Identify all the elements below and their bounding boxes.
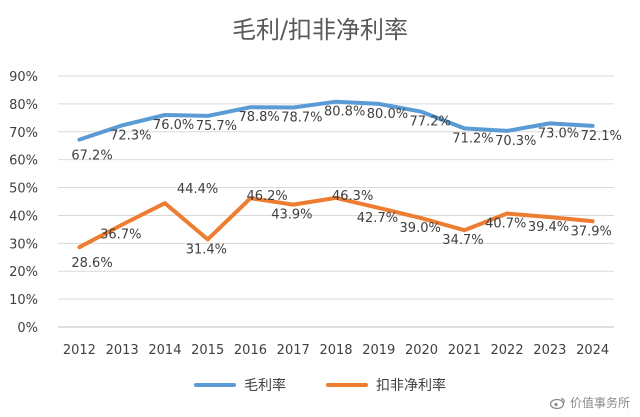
gridlines: [58, 75, 614, 328]
data-label: 80.0%: [367, 107, 408, 122]
x-axis-ticks: 2012 2013 2014 2015 2016 2017 2018 2019 2020 2021…: [63, 343, 609, 358]
data-label: 34.7%: [442, 233, 483, 248]
x-tick-label: 2016: [234, 343, 267, 358]
chart-title: 毛利/扣非净利率: [231, 16, 409, 44]
data-label: 72.1%: [581, 129, 622, 144]
y-axis-ticks: 0% 10% 20% 30% 40% 50% 60% 70% 80% 90%: [9, 70, 38, 336]
y-tick-label: 60%: [9, 154, 38, 169]
data-label: 78.7%: [281, 111, 322, 126]
data-label: 70.3%: [495, 134, 536, 149]
data-label: 80.8%: [324, 105, 365, 120]
data-label: 31.4%: [186, 242, 227, 257]
data-label: 46.3%: [332, 189, 373, 204]
legend-label-gross-margin: 毛利率: [244, 378, 286, 394]
series-lines: [77, 99, 595, 250]
series-line-net-margin: [77, 195, 595, 250]
series-line-gross-margin: [77, 99, 595, 142]
data-label: 39.4%: [528, 220, 569, 235]
data-label: 72.3%: [110, 128, 151, 143]
x-tick-label: 2013: [106, 343, 139, 358]
y-tick-label: 90%: [9, 70, 38, 85]
x-tick-label: 2023: [533, 343, 566, 358]
x-tick-label: 2015: [191, 343, 224, 358]
data-label: 75.7%: [196, 119, 237, 134]
y-tick-label: 80%: [9, 98, 38, 113]
y-tick-label: 0%: [17, 321, 38, 336]
legend-swatch-gross-margin: [194, 383, 236, 387]
y-tick-label: 50%: [9, 182, 38, 197]
x-tick-label: 2014: [148, 343, 181, 358]
data-label: 73.0%: [538, 126, 579, 141]
data-label: 46.2%: [246, 189, 287, 204]
data-label: 77.2%: [410, 115, 451, 130]
data-label: 71.2%: [452, 131, 493, 146]
y-tick-label: 30%: [9, 237, 38, 252]
legend: 毛利率 扣非净利率: [0, 375, 640, 395]
data-label: 37.9%: [571, 224, 612, 239]
data-label: 43.9%: [271, 208, 312, 223]
data-label: 40.7%: [485, 216, 526, 231]
watermark: 价值事务所: [549, 394, 630, 411]
x-tick-label: 2017: [277, 343, 310, 358]
y-tick-label: 70%: [9, 126, 38, 141]
data-label: 78.8%: [238, 110, 279, 125]
data-label: 76.0%: [153, 118, 194, 133]
weibo-logo-icon: [549, 397, 566, 409]
data-label: 28.6%: [71, 256, 112, 271]
x-tick-label: 2022: [491, 343, 524, 358]
x-tick-label: 2018: [319, 343, 352, 358]
y-tick-label: 20%: [9, 265, 38, 280]
legend-label-net-margin: 扣非净利率: [376, 378, 446, 394]
x-tick-label: 2020: [405, 343, 438, 358]
data-label: 39.0%: [400, 221, 441, 236]
data-label: 42.7%: [357, 211, 398, 226]
y-tick-label: 40%: [9, 209, 38, 224]
x-tick-label: 2019: [362, 343, 395, 358]
data-labels: 67.2% 72.3%76.0% 75.7%78.8% 78.7% 80.8% 80.0%…: [71, 105, 622, 272]
legend-item-net-margin: 扣非净利率: [326, 375, 446, 395]
y-tick-label: 10%: [9, 293, 38, 308]
x-tick-label: 2024: [576, 343, 609, 358]
data-label: 44.4%: [177, 182, 218, 197]
watermark-text: 价值事务所: [569, 396, 630, 410]
legend-item-gross-margin: 毛利率: [194, 375, 286, 395]
legend-swatch-net-margin: [326, 383, 368, 387]
data-label: 36.7%: [100, 228, 141, 243]
x-tick-label: 2012: [63, 343, 96, 358]
data-label: 67.2%: [71, 149, 112, 164]
x-tick-label: 2021: [448, 343, 481, 358]
